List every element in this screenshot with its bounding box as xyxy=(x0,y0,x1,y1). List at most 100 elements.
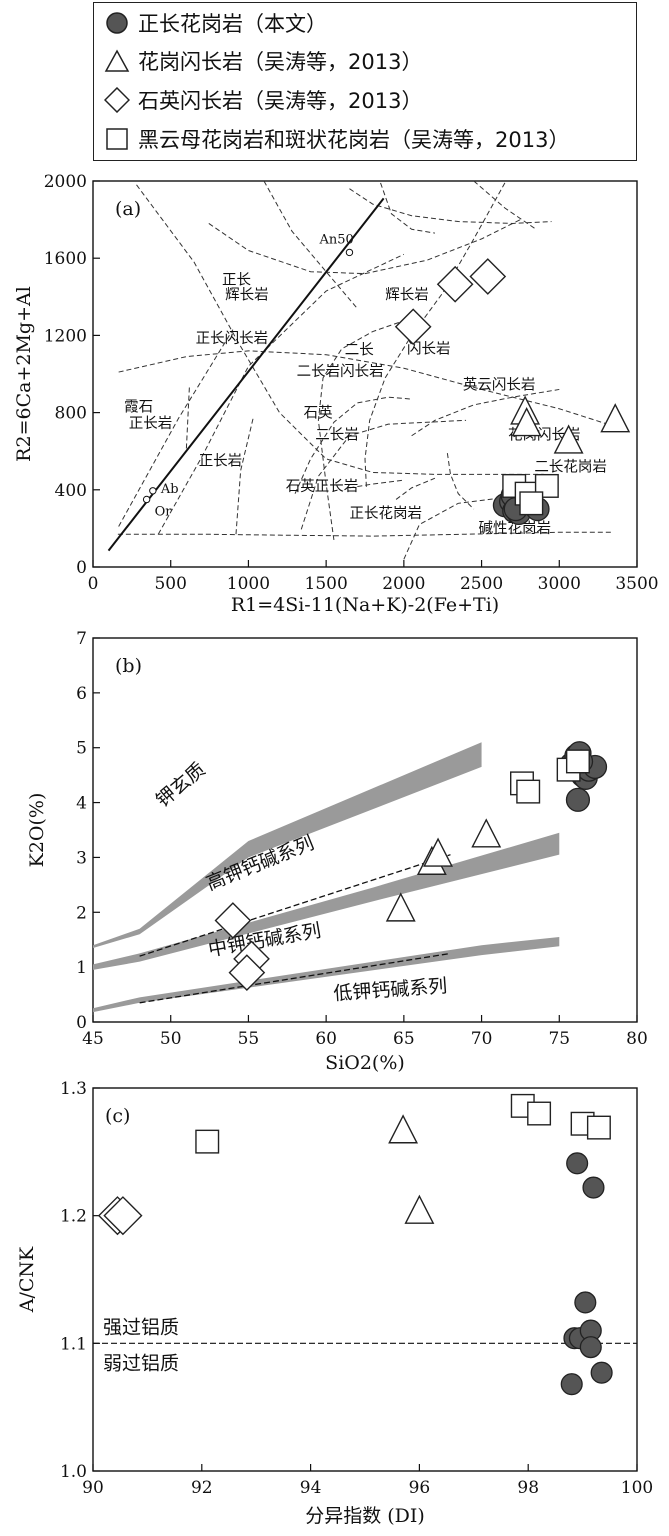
x-tick-label: 60 xyxy=(315,1029,337,1049)
field-boundary xyxy=(364,182,506,490)
data-point-circle xyxy=(582,1176,605,1199)
field-label: 石英 xyxy=(304,403,333,421)
y-axis-title: K2O(%) xyxy=(26,793,48,868)
data-point-square xyxy=(586,1115,611,1140)
x-tick-label: 94 xyxy=(300,1478,322,1498)
data-point-circle xyxy=(590,1361,613,1384)
legend-item-biotite-granite: 黑云母花岗岩和斑状花岗岩（吴涛等，2013） xyxy=(94,121,569,157)
field-boundary xyxy=(411,388,560,437)
data-point-triangle xyxy=(388,1114,419,1144)
y-axis-title: A/CNK xyxy=(16,1246,38,1313)
y-tick-label: 1600 xyxy=(44,249,87,269)
x-tick-label: 45 xyxy=(82,1029,104,1049)
data-point-square xyxy=(519,491,544,516)
y-tick-label: 2000 xyxy=(44,172,87,192)
legend: 正长花岗岩（本文） 花岗闪长岩（吴涛等，2013） 石英闪长岩（吴涛等，2013… xyxy=(93,2,637,161)
x-tick-label: 70 xyxy=(471,1029,493,1049)
reference-label-below: 弱过铝质 xyxy=(103,1352,179,1374)
field-boundary xyxy=(403,495,544,560)
y-tick-label: 0 xyxy=(76,558,87,578)
field-label: 英云闪长岩 xyxy=(463,375,536,393)
x-axis-title: R1=4Si-11(Na+K)-2(Fe+Ti) xyxy=(231,594,499,616)
legend-label: 正长花岗岩（本文） xyxy=(138,12,327,36)
chart-b: 45 50 55 60 65 70 75 8001234567钾玄质高钾钙碱系列中钾钙碱系列低… xyxy=(26,629,648,1074)
y-tick-label: 4 xyxy=(76,794,87,814)
x-tick-label: 1500 xyxy=(305,574,348,594)
field-label: 辉长岩 xyxy=(385,287,429,304)
field-boundary xyxy=(185,387,190,452)
x-tick-label: 2500 xyxy=(460,574,503,594)
field-boundary xyxy=(118,350,614,427)
data-point-diamond xyxy=(436,265,474,303)
y-tick-label: 2 xyxy=(76,903,87,923)
y-tick-label: 1.0 xyxy=(60,1462,87,1482)
data-point-square xyxy=(195,1129,220,1154)
data-point-diamond xyxy=(394,308,432,346)
data-point-triangle xyxy=(385,892,416,922)
y-tick-label: 1 xyxy=(76,958,87,978)
legend-label: 花岗闪长岩（吴涛等，2013） xyxy=(138,50,423,74)
data-point-triangle xyxy=(423,837,453,867)
field-boundary xyxy=(157,253,405,535)
x-tick-label: 0 xyxy=(88,574,99,594)
x-tick-label: 55 xyxy=(238,1029,260,1049)
y-axis-title: R2=6Ca+2Mg+Al xyxy=(13,286,35,462)
dashed-boundary xyxy=(139,854,451,957)
data-point-triangle xyxy=(471,818,502,848)
reference-point xyxy=(149,487,157,495)
field-label: 正长岩 xyxy=(129,415,173,432)
field-label: 二长岩 xyxy=(315,427,359,444)
legend-item-granodiorite: 花岗闪长岩（吴涛等，2013） xyxy=(94,43,422,79)
field-boundary xyxy=(349,188,552,224)
field-boundary xyxy=(136,184,544,475)
x-tick-label: 500 xyxy=(154,574,186,594)
plot-frame xyxy=(92,637,638,1023)
x-tick-label: 1000 xyxy=(227,574,270,594)
x-tick-label: 90 xyxy=(82,1478,104,1498)
x-axis-title: 分异指数 (DI) xyxy=(305,1505,425,1527)
y-tick-label: 6 xyxy=(76,684,87,704)
dashed-boundary xyxy=(139,952,451,1004)
y-tick-label: 1200 xyxy=(44,326,87,346)
x-tick-label: 3000 xyxy=(538,574,581,594)
field-label: 二长花岗岩 xyxy=(534,458,607,475)
field-label: 辉长岩 xyxy=(225,287,269,304)
series-boundary-band xyxy=(93,742,482,948)
x-tick-label: 92 xyxy=(191,1478,213,1498)
field-boundary xyxy=(473,180,537,230)
field-boundary xyxy=(300,419,467,530)
y-tick-label: 800 xyxy=(55,404,87,424)
field-boundary xyxy=(263,180,358,309)
field-label: 正长花岗岩 xyxy=(349,505,422,522)
field-label: 正长岩 xyxy=(199,453,243,470)
data-point-square xyxy=(516,779,541,804)
x-tick-label: 50 xyxy=(160,1029,182,1049)
field-boundary xyxy=(208,219,521,275)
reference-point-label: Or xyxy=(155,504,173,519)
data-point-triangle xyxy=(404,1194,435,1224)
y-tick-label: 7 xyxy=(76,629,87,649)
x-tick-label: 75 xyxy=(548,1029,570,1049)
field-boundary xyxy=(117,531,613,537)
field-label: 碱性花岗岩 xyxy=(478,520,551,537)
data-point-triangle xyxy=(511,407,542,437)
reference-point-label: An50 xyxy=(318,232,353,247)
field-boundary xyxy=(317,317,412,541)
data-point-triangle xyxy=(553,424,584,454)
data-point-diamond xyxy=(228,954,266,991)
x-tick-label: 98 xyxy=(517,1478,539,1498)
y-tick-label: 1.2 xyxy=(60,1207,87,1227)
panel-label: (a) xyxy=(115,198,141,220)
reference-point xyxy=(345,248,354,257)
panel-label: (c) xyxy=(105,1105,130,1127)
field-label: 石英正长岩 xyxy=(286,477,359,495)
field-boundary xyxy=(395,477,436,500)
y-tick-label: 3 xyxy=(76,848,87,868)
data-point-circle xyxy=(560,1373,583,1396)
series-boundary-band xyxy=(93,936,560,1013)
field-boundary xyxy=(118,329,234,527)
panel-label: (b) xyxy=(115,655,142,677)
field-boundary xyxy=(294,396,412,494)
legend-item-quartz-diorite: 石英闪长岩（吴涛等，2013） xyxy=(94,82,422,118)
